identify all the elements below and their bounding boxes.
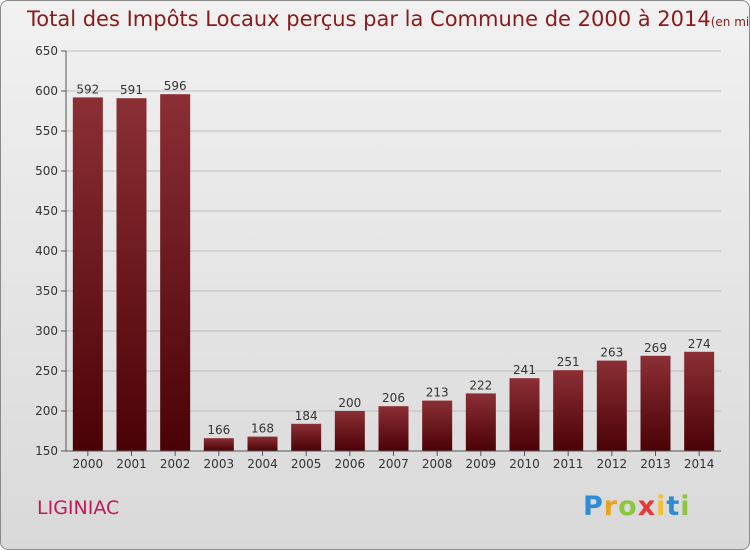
bar-value-label: 592 [76,82,99,96]
y-tick-label: 150 [35,444,58,458]
y-tick-label: 300 [35,324,58,338]
chart-title-main: Total des Impôts Locaux perçus par la Co… [27,7,711,31]
x-tick-label: 2004 [247,457,278,471]
bar-2014 [684,351,715,451]
bar-value-label: 591 [120,83,143,97]
bar-2009 [465,393,496,451]
x-tick-label: 2008 [422,457,453,471]
x-tick-label: 2011 [553,457,584,471]
bar-2010 [509,378,540,451]
bar-2004 [247,436,278,451]
bar-2012 [596,360,627,451]
bar-2013 [640,355,671,451]
bar-value-label: 274 [688,337,711,351]
bar-value-label: 200 [338,396,361,410]
x-tick-label: 2006 [335,457,366,471]
x-tick-label: 2005 [291,457,322,471]
x-tick-label: 2000 [73,457,104,471]
labels: 150 200 250 300 350 400 450 500 550 600 650 592 2000… [35,44,714,471]
bar-value-label: 241 [513,363,536,377]
bar-2007 [378,406,409,451]
x-tick-label: 2013 [640,457,671,471]
x-tick-label: 2014 [684,457,715,471]
x-tick-label: 2007 [378,457,409,471]
bar-value-label: 206 [382,391,405,405]
bar-value-label: 184 [295,409,318,423]
y-tick-label: 550 [35,124,58,138]
chart-title: Total des Impôts Locaux perçus par la Co… [27,7,750,31]
bar-2005 [291,423,322,451]
bar-value-label: 251 [557,355,580,369]
y-tick-label: 500 [35,164,58,178]
bar-value-label: 168 [251,422,274,436]
bar-2001 [116,98,147,451]
bar-2008 [422,400,453,451]
bar-value-label: 263 [600,346,623,360]
y-tick-label: 650 [35,44,58,58]
x-tick-label: 2012 [597,457,628,471]
bar-value-label: 166 [207,423,230,437]
bar-2006 [334,411,365,451]
axes [61,50,721,456]
x-tick-label: 2010 [509,457,540,471]
x-tick-label: 2009 [466,457,497,471]
bar-value-label: 213 [426,386,449,400]
bars [72,94,715,452]
bar-2011 [553,370,584,451]
x-tick-label: 2001 [116,457,147,471]
bar-2000 [72,97,103,452]
proxiti-logo: Proxiti [583,491,691,522]
y-tick-label: 350 [35,284,58,298]
y-tick-label: 250 [35,364,58,378]
x-tick-label: 2002 [160,457,191,471]
bar-2002 [160,94,191,451]
bar-value-label: 222 [469,378,492,392]
bar-value-label: 596 [164,79,187,93]
chart-unit-label: (en milliers d'€) [710,15,750,29]
commune-name: LIGINIAC [37,497,120,519]
y-tick-label: 600 [35,84,58,98]
bar-2003 [203,438,234,451]
x-tick-label: 2003 [204,457,235,471]
y-tick-label: 450 [35,204,58,218]
bar-value-label: 269 [644,341,667,355]
y-tick-label: 200 [35,404,58,418]
y-tick-label: 400 [35,244,58,258]
